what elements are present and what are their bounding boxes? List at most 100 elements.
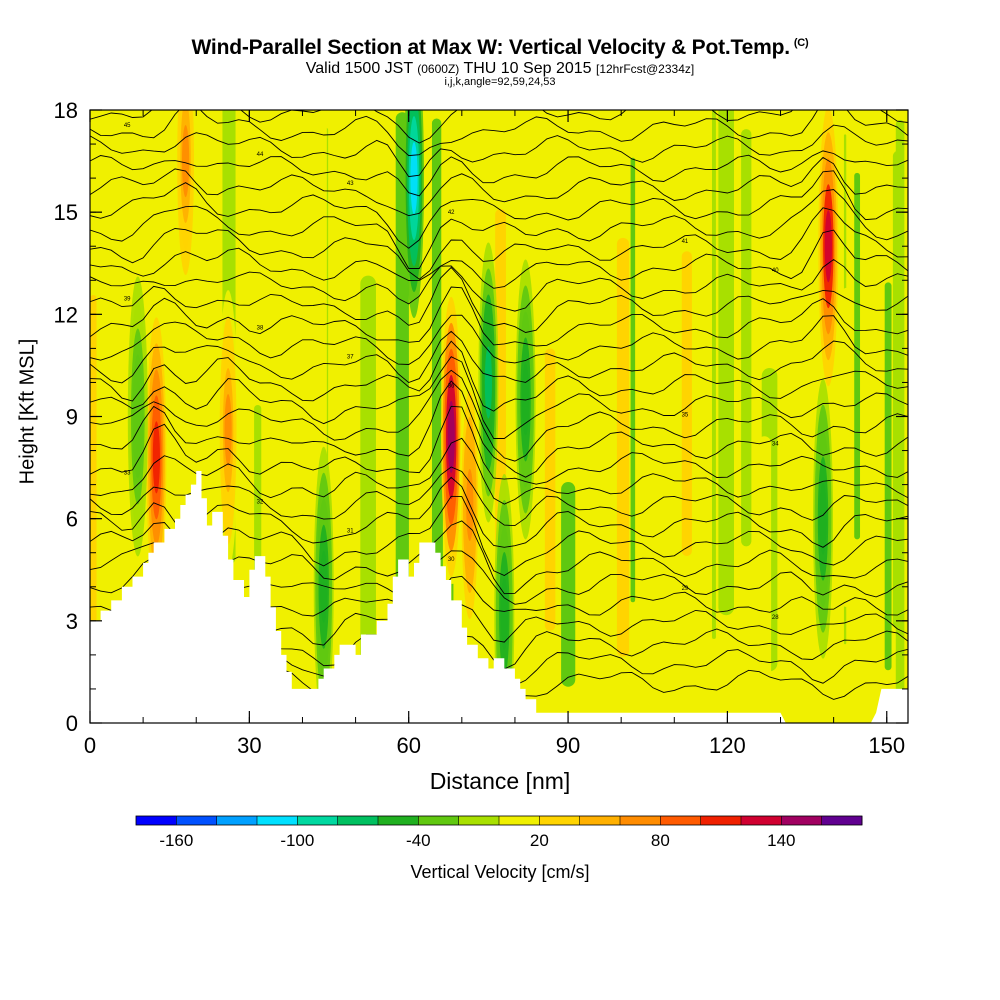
colorbar-swatch bbox=[781, 816, 823, 825]
field-streak bbox=[266, 110, 280, 598]
isentrope-label: 31 bbox=[347, 528, 354, 534]
colorbar-swatch bbox=[499, 816, 540, 825]
field-streak bbox=[602, 110, 614, 528]
field-streak bbox=[718, 110, 734, 616]
isentrope-line bbox=[90, 150, 908, 197]
isentrope-line bbox=[90, 340, 908, 412]
y-tick-label: 12 bbox=[54, 302, 78, 327]
field-streak bbox=[360, 275, 376, 668]
field-streak bbox=[711, 110, 716, 639]
isentrope-label: 39 bbox=[124, 297, 131, 303]
field-streak bbox=[757, 436, 772, 703]
x-tick-label: 150 bbox=[868, 733, 905, 758]
isentrope-label: 33 bbox=[124, 470, 131, 476]
y-axis-label: Height [Kft MSL] bbox=[16, 338, 39, 485]
isentrope-line bbox=[90, 189, 908, 269]
isentrope-label: 40 bbox=[772, 268, 779, 274]
y-tick-label: 15 bbox=[54, 200, 78, 225]
updraft-core bbox=[224, 394, 232, 467]
terrain bbox=[90, 471, 908, 723]
isentrope-label: 38 bbox=[257, 326, 264, 332]
colorbar-swatch bbox=[378, 816, 419, 825]
copyright-tag: (C) bbox=[793, 37, 809, 49]
isentrope-line bbox=[90, 495, 908, 577]
isentrope-label: 36 bbox=[448, 384, 455, 390]
isentrope-line bbox=[90, 207, 908, 280]
isentrope-label: 28 bbox=[772, 615, 779, 621]
isentrope-line bbox=[90, 476, 908, 548]
colorbar-swatch bbox=[539, 816, 581, 825]
colorbar-swatch bbox=[257, 816, 298, 825]
isentrope-line bbox=[90, 110, 908, 144]
field-streak bbox=[630, 157, 636, 603]
forecast-info: [12hrFcst@2334z] bbox=[595, 62, 695, 76]
isentrope-label: 44 bbox=[257, 152, 264, 158]
field-streak bbox=[561, 482, 576, 687]
y-tick-label: 18 bbox=[54, 98, 78, 123]
isentrope-line bbox=[90, 330, 908, 384]
colorbar-swatch bbox=[337, 816, 379, 825]
isentrope-label: 29 bbox=[682, 586, 689, 592]
colorbar-tick-label: 140 bbox=[767, 831, 795, 850]
colorbar-swatch bbox=[660, 816, 702, 825]
isentrope-line bbox=[90, 380, 908, 478]
chart-subtitle: Valid 1500 JST (0600Z) THU 10 Sep 2015 [… bbox=[0, 60, 1000, 78]
y-tick-label: 0 bbox=[66, 711, 78, 736]
field-streak bbox=[892, 150, 904, 630]
colorbar-swatch bbox=[297, 816, 339, 825]
colorbar-tick-label: -100 bbox=[280, 831, 314, 850]
field-streak bbox=[904, 306, 908, 540]
isentrope-label: 35 bbox=[682, 413, 689, 419]
updraft-core bbox=[182, 125, 190, 198]
isentrope-label: 34 bbox=[772, 441, 779, 447]
colorbar-swatch bbox=[620, 816, 661, 825]
downdraft-core bbox=[819, 482, 827, 555]
field-streak bbox=[531, 417, 548, 643]
isentrope-line bbox=[90, 286, 908, 347]
colorbar-swatch bbox=[418, 816, 460, 825]
colorbar-swatch bbox=[216, 816, 258, 825]
colorbar-swatch bbox=[579, 816, 621, 825]
isentrope-line bbox=[90, 314, 908, 365]
isentrope-label: 30 bbox=[448, 557, 455, 563]
colorbar-tick-label: 20 bbox=[530, 831, 549, 850]
x-tick-label: 60 bbox=[396, 733, 420, 758]
isentrope-line bbox=[90, 124, 908, 178]
field-streak bbox=[236, 135, 245, 690]
valid-time-utc: (0600Z) bbox=[417, 62, 460, 76]
colorbar-label: Vertical Velocity [cm/s] bbox=[410, 862, 590, 882]
updraft-core bbox=[152, 421, 160, 494]
section-params: i,j,k,angle=92,59,24,53 bbox=[444, 76, 556, 88]
x-tick-label: 30 bbox=[237, 733, 261, 758]
field-streak bbox=[854, 172, 861, 540]
valid-time: Valid 1500 JST bbox=[305, 60, 413, 77]
downdraft-core bbox=[410, 142, 418, 215]
isentrope-line bbox=[90, 258, 908, 312]
isentrope-label: 41 bbox=[682, 239, 689, 245]
isentrope-line bbox=[90, 266, 908, 333]
colorbar-tick-label: -160 bbox=[159, 831, 193, 850]
colorbar-swatch bbox=[821, 816, 863, 825]
colorbar-tick-label: 80 bbox=[651, 831, 670, 850]
isentrope-line bbox=[90, 356, 908, 439]
colorbar-swatch bbox=[176, 816, 218, 825]
y-tick-label: 6 bbox=[66, 507, 78, 532]
downdraft-core bbox=[320, 550, 328, 623]
chart-title: Wind-Parallel Section at Max W: Vertical… bbox=[0, 36, 1000, 60]
y-tick-label: 9 bbox=[66, 405, 78, 430]
isentrope-line bbox=[90, 405, 908, 485]
updraft-core bbox=[447, 400, 455, 473]
isentrope-line bbox=[90, 156, 908, 217]
isentrope-line bbox=[90, 229, 908, 289]
isentrope-label: 43 bbox=[347, 181, 354, 187]
isentrope-label: 45 bbox=[124, 123, 131, 129]
isentrope-line bbox=[90, 437, 908, 505]
isentrope-label: 32 bbox=[257, 499, 264, 505]
field-streak bbox=[353, 153, 363, 627]
y-tick-label: 3 bbox=[66, 609, 78, 634]
isentrope-label: 42 bbox=[448, 210, 455, 216]
colorbar-swatch bbox=[136, 816, 177, 825]
isentrope-line bbox=[90, 466, 908, 527]
colorbar-swatch bbox=[700, 816, 742, 825]
